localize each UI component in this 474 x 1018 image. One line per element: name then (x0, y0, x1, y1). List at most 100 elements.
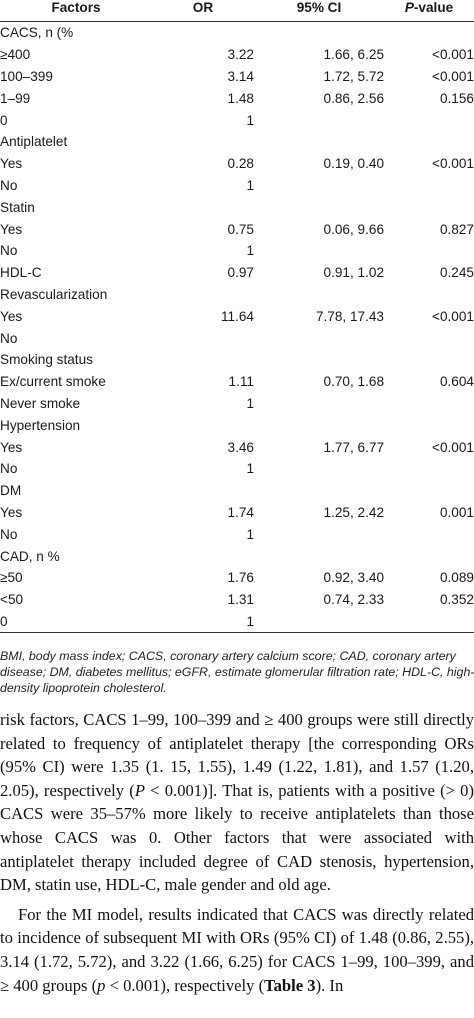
factor-cell: Yes (0, 504, 23, 520)
ci-cell (254, 414, 384, 436)
table-row: Revascularization (0, 284, 474, 306)
table-row: DM (0, 480, 474, 502)
header-p-value: P-value (384, 0, 474, 22)
or-cell: 1 (246, 395, 254, 411)
table-row: No 1 (0, 240, 474, 262)
or-cell: 0.97 (227, 265, 254, 281)
or-cell (152, 414, 254, 436)
results-table: Factors OR 95% CI P-value CACS, n (% ≥400… (0, 0, 474, 634)
ci-cell (254, 131, 384, 153)
table-footnote: BMI, body mass index; CACS, coronary art… (0, 649, 474, 695)
factor-cell: CACS, n (% (0, 25, 74, 41)
or-cell: 1.31 (227, 592, 254, 608)
or-cell (152, 22, 254, 44)
or-cell: 1 (246, 243, 254, 259)
factor-cell: 100–399 (0, 68, 53, 84)
table-row: 100–399 3.14 1.72, 5.72 <0.001 (0, 66, 474, 88)
factor-cell: 0 (0, 610, 152, 634)
factor-cell: No (0, 526, 18, 542)
or-cell: 3.46 (227, 439, 254, 455)
p-value-cell (384, 240, 474, 262)
factor-cell: ≥400 (0, 47, 31, 63)
p-value-cell (384, 349, 474, 371)
table-row: ≥50 1.76 0.92, 3.40 0.089 (0, 567, 474, 589)
factor-cell: 0 (0, 112, 8, 128)
header-or: OR (192, 0, 214, 15)
ci-cell (254, 22, 384, 44)
factor-cell: DM (0, 483, 22, 499)
ci-cell (254, 545, 384, 567)
header-p-letter: P (404, 0, 414, 15)
or-cell (152, 196, 254, 218)
factor-cell: ≥50 (0, 570, 23, 586)
factor-cell: No (0, 243, 18, 259)
or-cell: 1.74 (227, 504, 254, 520)
p-value-cell (384, 545, 474, 567)
ci-cell: 7.78, 17.43 (315, 308, 384, 324)
or-cell (152, 131, 254, 153)
or-cell (152, 349, 254, 371)
p-value-cell (384, 327, 474, 349)
ci-cell (254, 480, 384, 502)
p-value-cell (384, 196, 474, 218)
factor-cell: Antiplatelet (0, 134, 68, 150)
p-value-cell: <0.001 (432, 68, 474, 84)
table-body: CACS, n (% ≥400 3.22 1.66, 6.25 <0.001 100–39… (0, 22, 474, 634)
header-ci: 95% CI (296, 0, 342, 15)
or-cell: 0.75 (227, 221, 254, 237)
table-row: Hypertension (0, 414, 474, 436)
p-value-cell (384, 480, 474, 502)
paragraph-1-text-a: risk factors, CACS 1–99, 100–399 and ≥ 4… (0, 710, 474, 800)
header-p-suffix: -value (413, 0, 454, 15)
or-cell: 1 (246, 526, 254, 542)
p-value-cell: <0.001 (432, 439, 474, 455)
ci-cell (254, 349, 384, 371)
ci-cell (254, 458, 384, 480)
ci-cell (254, 327, 384, 349)
p-value-cell: <0.001 (432, 308, 474, 324)
paragraph-2-text-a: For the MI model, results indicated that… (0, 904, 474, 995)
paragraph-1-p-symbol: P (134, 780, 145, 800)
p-value-cell (384, 393, 474, 415)
paragraph-mi-model: For the MI model, results indicated that… (0, 903, 474, 997)
body-text: risk factors, CACS 1–99, 100–399 and ≥ 4… (0, 708, 474, 997)
ci-cell: 0.86, 2.56 (323, 90, 384, 106)
p-value-cell (384, 414, 474, 436)
table-row: Ex/current smoke 1.11 0.70, 1.68 0.604 (0, 371, 474, 393)
table-row: Never smoke 1 (0, 393, 474, 415)
p-value-cell: 0.352 (439, 592, 474, 608)
factor-cell: Statin (0, 199, 35, 215)
or-cell: 1 (152, 610, 254, 634)
p-value-cell (384, 458, 474, 480)
ci-cell: 0.19, 0.40 (323, 156, 384, 172)
ci-cell (254, 175, 384, 197)
table-row: Yes 11.64 7.78, 17.43 <0.001 (0, 305, 474, 327)
factor-cell: No (0, 177, 18, 193)
or-cell: 11.64 (220, 308, 254, 324)
or-cell (152, 284, 254, 306)
or-cell: 0.28 (227, 156, 254, 172)
ci-cell (254, 196, 384, 218)
table-3-reference[interactable]: Table 3 (264, 975, 316, 995)
or-cell: 3.14 (227, 68, 254, 84)
table-row: No (0, 327, 474, 349)
paragraph-antiplatelet: risk factors, CACS 1–99, 100–399 and ≥ 4… (0, 708, 474, 897)
paragraph-2-p-symbol: p (97, 975, 106, 995)
p-value-cell (384, 284, 474, 306)
p-value-cell: 0.604 (439, 374, 474, 390)
table-row: No 1 (0, 523, 474, 545)
or-cell: 1 (246, 461, 254, 477)
table-row: Yes 0.75 0.06, 9.66 0.827 (0, 218, 474, 240)
p-value-cell: 0.827 (439, 221, 474, 237)
paragraph-1-text-b: < 0.001)]. That is, patients with a posi… (0, 780, 474, 895)
or-cell: 1.11 (228, 374, 254, 390)
factor-cell: Hypertension (0, 417, 81, 433)
factor-cell: 1–99 (0, 90, 31, 106)
p-value-cell (384, 22, 474, 44)
ci-cell (254, 240, 384, 262)
ci-cell: 0.74, 2.33 (323, 592, 384, 608)
p-value-cell (384, 109, 474, 131)
ci-cell: 0.06, 9.66 (323, 221, 384, 237)
ci-cell (254, 393, 384, 415)
